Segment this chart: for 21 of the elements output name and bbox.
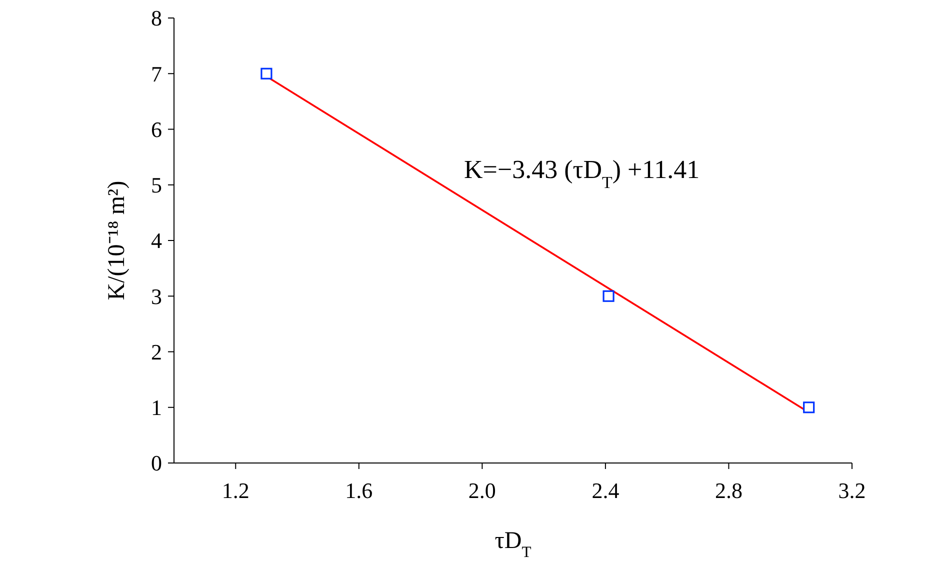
y-tick-label: 7	[151, 61, 162, 86]
y-tick-label: 4	[151, 228, 162, 254]
point	[260, 68, 272, 80]
annotation: K=−3.43 (τD$_{T}$) +11.41	[464, 155, 700, 192]
y-tick-label: 8	[151, 6, 162, 31]
y-tick-label: 0	[151, 450, 162, 476]
x-tick-label: 2.0	[468, 478, 496, 503]
y-axis-title: K/(10⁻¹⁸ m²)	[104, 180, 130, 300]
y-tick-label: 1	[151, 395, 162, 420]
point	[803, 402, 815, 414]
y-tick-label: 2	[151, 339, 162, 364]
x-tick-label: 1.6	[345, 478, 373, 503]
y-tick-label: 3	[151, 284, 162, 309]
x-tick-label: 2.8	[714, 478, 742, 503]
x-tick-label: 3.2	[838, 478, 866, 503]
x-axis-title: τD$_{T}$	[494, 528, 532, 560]
point	[602, 290, 614, 302]
y-tick-label: 5	[151, 172, 162, 198]
x-tick-label: 1.2	[222, 478, 250, 503]
x-tick-label: 2.4	[592, 478, 620, 503]
y-tick-label: 6	[151, 116, 162, 142]
